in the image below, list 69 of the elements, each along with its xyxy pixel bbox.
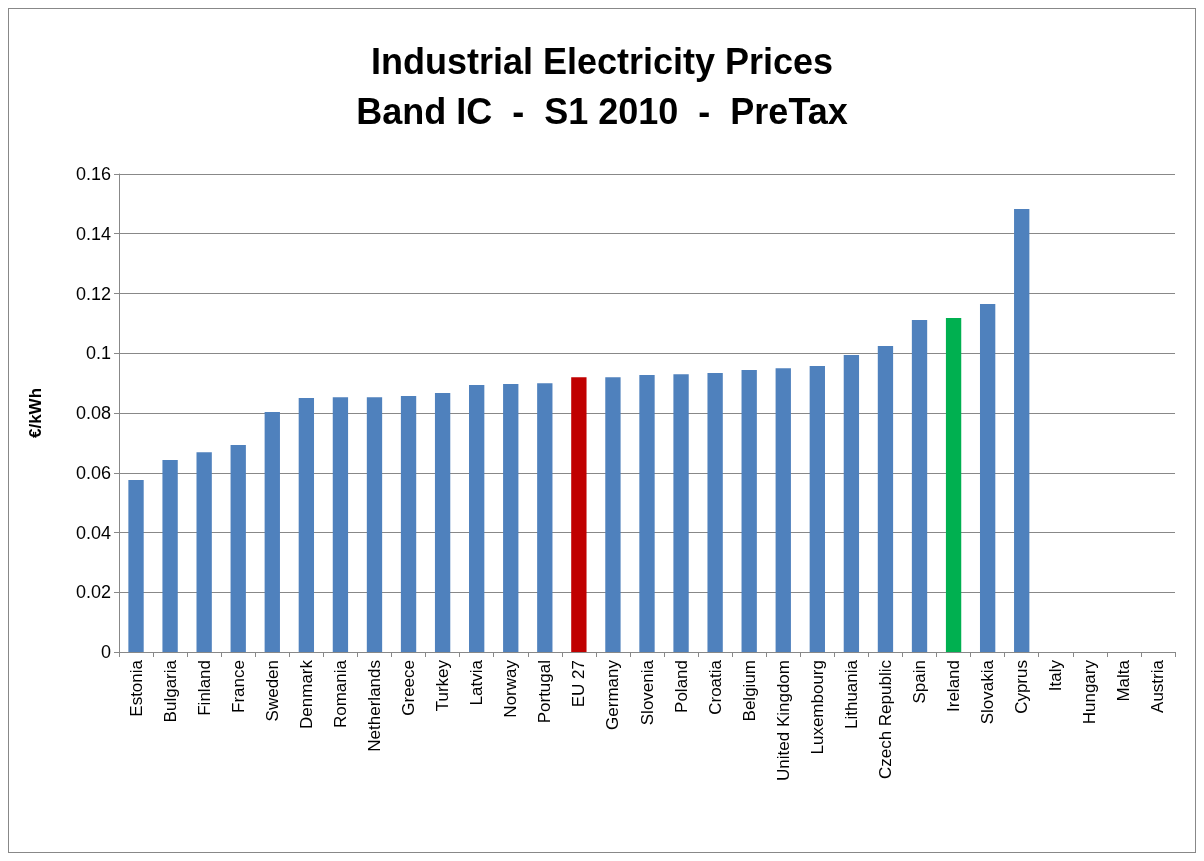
bar bbox=[128, 479, 144, 652]
bar bbox=[230, 444, 246, 652]
y-tick-label: 0 bbox=[100, 642, 111, 662]
x-tick-label: Latvia bbox=[467, 659, 487, 706]
y-tick-label: 0.1 bbox=[85, 343, 111, 364]
x-tick-label: Greece bbox=[399, 660, 419, 716]
y-tick-label: 0.16 bbox=[75, 164, 111, 184]
bar bbox=[264, 412, 280, 652]
bar bbox=[673, 374, 689, 652]
bar bbox=[843, 355, 860, 652]
x-tick-label: Czech Republic bbox=[875, 659, 895, 780]
bar bbox=[1014, 208, 1030, 652]
x-tick-label: Austria bbox=[1148, 659, 1168, 713]
y-axis-title: €/kWh bbox=[26, 387, 45, 439]
bar bbox=[571, 377, 587, 652]
bar bbox=[775, 368, 791, 652]
x-tick-label: Hungary bbox=[1080, 659, 1100, 725]
x-tick-label: Germany bbox=[603, 659, 623, 730]
y-tick-label: 0.14 bbox=[75, 223, 111, 244]
bar bbox=[332, 397, 349, 652]
x-tick-label: Malta bbox=[1114, 659, 1134, 702]
bar bbox=[469, 384, 485, 652]
chart-title: Industrial Electricity Prices Band IC - S1 2010 - PreTax bbox=[356, 40, 848, 132]
x-tick-label: EU 27 bbox=[569, 660, 589, 708]
x-tick-label: Portugal bbox=[535, 660, 555, 724]
bar bbox=[434, 392, 451, 652]
x-tick-label: Bulgaria bbox=[160, 659, 180, 723]
x-tick-label: Turkey bbox=[433, 659, 453, 712]
x-tick-label: Romania bbox=[330, 659, 350, 729]
x-tick-label: United Kingdom bbox=[773, 660, 793, 781]
bar bbox=[400, 395, 417, 652]
x-tick-label: Finland bbox=[194, 660, 214, 716]
x-tick-label: Estonia bbox=[126, 659, 146, 717]
bar bbox=[605, 377, 621, 652]
bar bbox=[979, 303, 996, 652]
bar bbox=[298, 398, 315, 652]
bar bbox=[639, 375, 655, 652]
bar bbox=[162, 459, 178, 652]
y-tick-label: 0.04 bbox=[75, 522, 111, 543]
x-tick-label: Slovenia bbox=[637, 659, 657, 726]
x-tick-label: Italy bbox=[1046, 659, 1066, 692]
x-tick-label: Croatia bbox=[705, 659, 725, 715]
x-tick-label: France bbox=[228, 660, 248, 713]
x-tick-label: Spain bbox=[910, 660, 930, 704]
x-tick-label: Denmark bbox=[296, 659, 316, 729]
bar bbox=[196, 452, 212, 652]
bar bbox=[945, 318, 962, 652]
y-tick-label: 0.12 bbox=[75, 283, 111, 304]
x-tick-label: Ireland bbox=[944, 660, 964, 712]
x-tick-label: Slovakia bbox=[978, 659, 998, 725]
bar bbox=[911, 320, 928, 652]
bar bbox=[707, 372, 723, 652]
bar bbox=[366, 397, 383, 652]
bar bbox=[877, 346, 894, 652]
x-tick-label: Lithuania bbox=[841, 659, 861, 730]
y-tick-label: 0.06 bbox=[75, 462, 111, 483]
bar bbox=[503, 384, 519, 652]
bar bbox=[537, 383, 553, 652]
x-tick-label: Sweden bbox=[262, 660, 282, 722]
x-tick-label: Cyprus bbox=[1012, 660, 1032, 714]
x-tick-label: Norway bbox=[501, 659, 521, 718]
y-tick-label: 0.08 bbox=[75, 403, 111, 423]
y-tick-label: 0.02 bbox=[75, 582, 111, 603]
x-tick-label: Poland bbox=[671, 660, 691, 713]
x-tick-label: Belgium bbox=[739, 660, 759, 722]
x-tick-label: Luxembourg bbox=[807, 660, 827, 755]
x-tick-label: Netherlands bbox=[364, 660, 384, 752]
bar bbox=[809, 366, 825, 652]
bar bbox=[741, 369, 757, 652]
